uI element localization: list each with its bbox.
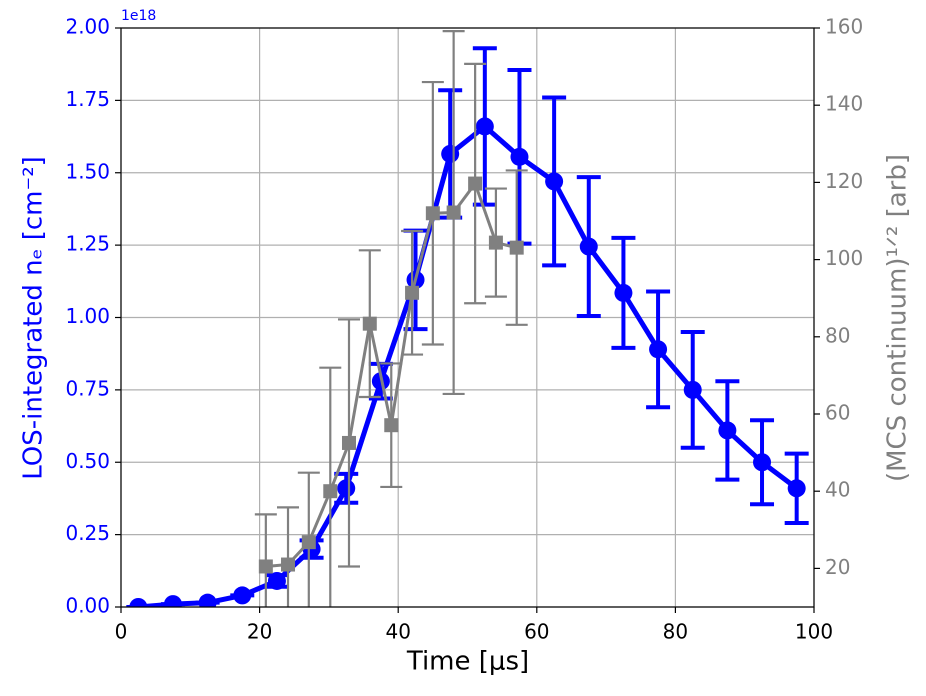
y-tick-label: 0.75: [65, 376, 110, 400]
y-tick-label: 0.25: [65, 521, 110, 545]
x-tick-label: 100: [795, 620, 833, 644]
plot-area: [126, 29, 809, 607]
point: [362, 316, 377, 331]
y-tick-label: 0.00: [65, 594, 110, 618]
point: [337, 479, 356, 498]
y-tick-label: 1.25: [65, 232, 110, 256]
point: [163, 595, 182, 607]
point: [545, 172, 564, 191]
axes: 0 20 40 60 80 100 0.00 0.25 0.50 0.75 1.00 1.25 1.50…: [65, 15, 863, 644]
point: [488, 235, 503, 250]
point: [683, 380, 702, 399]
y-tick-label: 1.75: [65, 87, 110, 111]
point: [405, 285, 420, 300]
grid: [120, 27, 815, 608]
point: [753, 453, 772, 472]
point: [341, 435, 356, 450]
x-tick-label: 20: [247, 620, 272, 644]
point: [258, 559, 273, 574]
point: [509, 240, 524, 255]
point: [267, 571, 286, 590]
x-tick-label: 80: [663, 620, 688, 644]
point: [425, 206, 440, 221]
point: [649, 340, 668, 359]
point: [129, 598, 148, 607]
point: [446, 205, 461, 220]
y-tick-label: 1.00: [65, 304, 110, 328]
x-tick-label: 60: [524, 620, 549, 644]
y2-tick-label: 60: [825, 401, 850, 425]
point: [441, 144, 460, 163]
y-offset-label: 1e18: [121, 8, 156, 24]
y2-tick-label: 120: [825, 169, 863, 193]
point: [384, 418, 399, 433]
point: [198, 593, 217, 607]
point: [468, 176, 483, 191]
y2-tick-label: 100: [825, 246, 863, 270]
y2-tick-label: 140: [825, 92, 863, 116]
x-axis-label: Time [μs]: [406, 647, 529, 677]
x-tick-label: 40: [385, 620, 410, 644]
point: [233, 586, 252, 605]
point: [579, 237, 598, 256]
y-tick-label: 2.00: [65, 15, 110, 39]
point: [614, 283, 633, 302]
y2-tick-label: 160: [825, 15, 863, 39]
point: [475, 117, 494, 136]
y2-tick-label: 20: [825, 555, 850, 579]
y2-tick-label: 40: [825, 478, 850, 502]
y2-axis-label: (MCS continuum)¹ᐟ² [arb]: [883, 154, 913, 482]
point: [787, 479, 806, 498]
y-tick-label: 0.50: [65, 449, 110, 473]
point: [323, 484, 338, 499]
y2-tick-label: 80: [825, 323, 850, 347]
point: [301, 535, 316, 550]
point: [281, 557, 296, 572]
point: [510, 147, 529, 166]
y-tick-label: 1.50: [65, 159, 110, 183]
y-axis-label: LOS-integrated nₑ [cm⁻²]: [19, 156, 49, 480]
point: [718, 421, 737, 440]
x-tick-label: 0: [115, 620, 128, 644]
